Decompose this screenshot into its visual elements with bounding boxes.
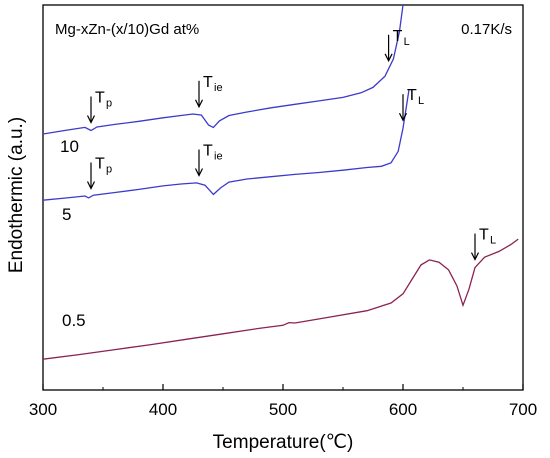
series-label: 5 (62, 205, 71, 224)
annotation-label: T (479, 227, 489, 244)
annotation-subscript: p (106, 164, 112, 176)
arrow-head (470, 252, 480, 261)
x-tick-label: 500 (269, 400, 297, 419)
annotation-label: T (203, 143, 213, 160)
arrow-head (194, 99, 204, 109)
x-tick-label: 300 (29, 400, 57, 419)
x-tick-label: 600 (389, 400, 417, 419)
annotation-label: T (95, 90, 105, 107)
y-axis-title: Endothermic (a.u.) (6, 117, 27, 273)
rate-label: 0.17K/s (461, 21, 512, 38)
series-line-0_5 (43, 238, 519, 360)
annotation-subscript: L (404, 36, 410, 48)
annotation-label: T (95, 156, 105, 173)
annotation-subscript: p (106, 98, 112, 110)
arrow-head (384, 53, 393, 63)
series-label: 10 (60, 137, 79, 156)
annotation-label: T (407, 87, 417, 104)
annotation-label: T (393, 28, 403, 45)
annotation-subscript: L (490, 235, 496, 247)
x-axis-title: Temperature(℃) (213, 432, 354, 453)
chart-title: Mg-xZn-(x/10)Gd at% (55, 21, 199, 38)
annotation-subscript: ie (214, 151, 223, 163)
annotation-label: T (203, 74, 213, 91)
arrow-head (86, 181, 96, 190)
series-line-5 (43, 89, 410, 201)
annotation-subscript: L (418, 95, 424, 107)
x-tick-label: 700 (509, 400, 537, 419)
arrow-head (86, 115, 96, 124)
arrow-head (398, 112, 408, 122)
series-line-10 (43, 5, 404, 135)
annotation-subscript: ie (214, 82, 223, 94)
plot-frame (42, 4, 524, 391)
series-label: 0.5 (62, 311, 86, 330)
arrow-head (194, 168, 204, 177)
x-tick-label: 400 (149, 400, 177, 419)
